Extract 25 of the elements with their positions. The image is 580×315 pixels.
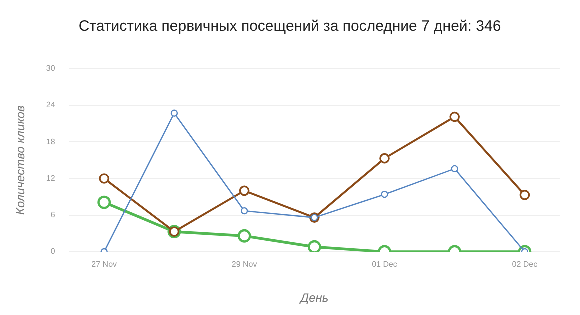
point xyxy=(98,196,112,210)
x-tick-label: 27 Nov xyxy=(92,260,118,270)
point xyxy=(239,186,250,196)
chart-title: Статистика первичных посещений за последние 7 дней: 346 xyxy=(78,18,502,35)
y-tick-label: 18 xyxy=(46,137,56,146)
point xyxy=(170,110,178,117)
y-tick-label: 12 xyxy=(46,174,56,183)
y-tick-label: 24 xyxy=(46,100,56,110)
point xyxy=(520,190,530,200)
y-tick-label: 6 xyxy=(50,210,56,220)
y-tick-label: 0 xyxy=(50,247,56,256)
point xyxy=(450,112,460,122)
x-tick-label: 01 Dec xyxy=(372,260,398,270)
x-tick-label: 29 Nov xyxy=(232,260,258,270)
point xyxy=(308,240,322,252)
point xyxy=(451,165,458,173)
point xyxy=(381,191,388,198)
y-axis-title: Количество кликов xyxy=(14,106,28,216)
point xyxy=(240,207,248,215)
x-axis-title: День xyxy=(298,291,329,306)
point xyxy=(238,229,252,243)
point xyxy=(380,153,390,164)
x-tick-label: 02 Dec xyxy=(512,260,538,270)
y-tick-label: 30 xyxy=(46,64,56,74)
point xyxy=(99,174,110,184)
